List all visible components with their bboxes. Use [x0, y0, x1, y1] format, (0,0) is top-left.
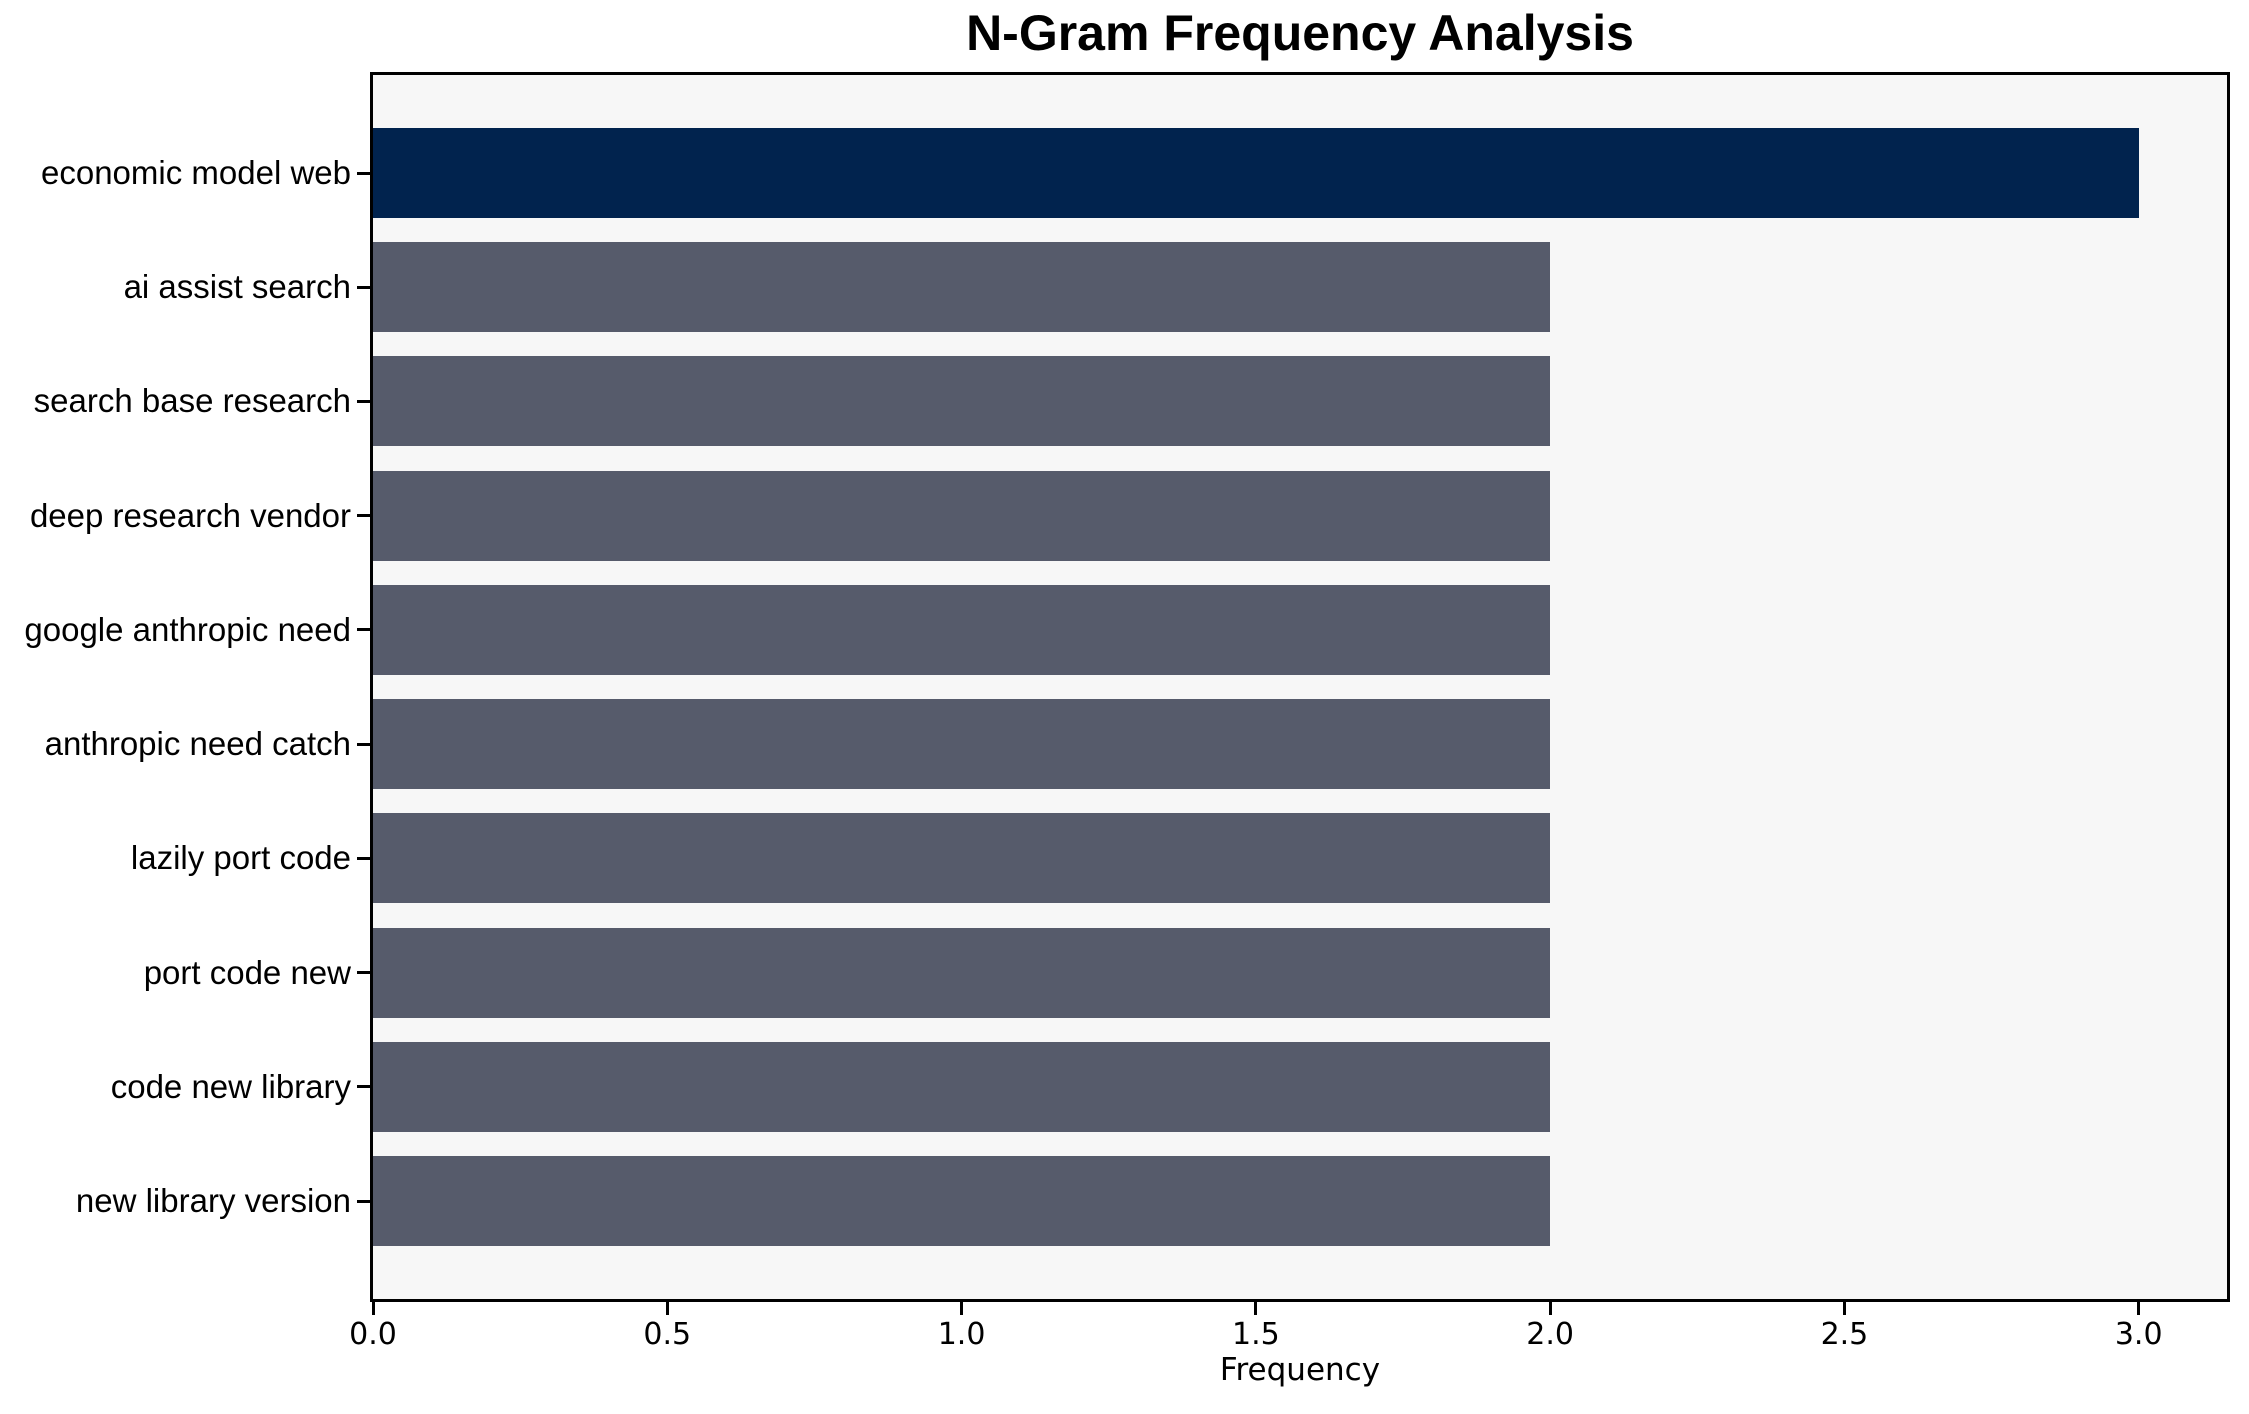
x-tick-label: 2.5 — [1820, 1317, 1869, 1352]
y-tick-label: lazily port code — [130, 839, 351, 877]
bar — [373, 356, 1551, 447]
bar — [373, 128, 2139, 218]
x-tick-mark — [960, 1302, 964, 1315]
y-tick-mark — [357, 628, 370, 632]
y-tick-label: new library version — [75, 1182, 351, 1219]
x-tick-mark — [371, 1302, 375, 1315]
y-tick-mark — [357, 1199, 370, 1203]
bar — [373, 470, 1551, 561]
bar — [373, 242, 1551, 333]
x-tick-mark — [1548, 1302, 1552, 1315]
y-tick-mark — [357, 514, 370, 518]
y-tick-label: code new library — [110, 1067, 351, 1105]
y-tick-label: economic model web — [41, 154, 351, 191]
x-tick-mark — [665, 1302, 669, 1315]
y-tick-label: port code new — [143, 953, 351, 991]
x-tick-label: 2.0 — [1526, 1317, 1574, 1352]
y-tick-mark — [357, 285, 370, 289]
bar — [373, 584, 1551, 675]
y-tick-label: ai assist search — [123, 268, 351, 306]
x-axis-label: Frequency — [1219, 1352, 1381, 1388]
y-tick-mark — [357, 1085, 370, 1089]
x-tick-label: 1.0 — [937, 1317, 986, 1352]
y-tick-mark — [357, 742, 370, 746]
x-tick-mark — [1254, 1302, 1258, 1315]
y-tick-mark — [357, 856, 370, 860]
plot-area: economic model web ai assist search search… — [24, 72, 2230, 1352]
bar — [373, 1041, 1551, 1132]
y-tick-label: google anthropic need — [24, 610, 351, 648]
y-tick-label: anthropic need catch — [44, 725, 351, 763]
y-tick-label: deep research vendor — [29, 496, 351, 534]
x-tick-label: 1.5 — [1231, 1317, 1280, 1352]
y-tick-mark — [357, 971, 370, 975]
y-tick-mark — [357, 171, 370, 175]
x-tick-mark — [2137, 1302, 2141, 1315]
y-tick-label: search base research — [33, 382, 351, 420]
bar — [373, 1156, 1551, 1246]
chart-title: N-Gram Frequency Analysis — [966, 5, 1634, 61]
y-tick-mark — [357, 399, 370, 403]
bar — [373, 699, 1551, 790]
x-tick-label: 3.0 — [2114, 1317, 2163, 1352]
x-tick-label: 0.5 — [643, 1317, 692, 1352]
x-tick-mark — [1842, 1302, 1846, 1315]
bar — [373, 927, 1551, 1018]
bar — [373, 813, 1551, 904]
x-tick-label: 0.0 — [349, 1317, 397, 1352]
